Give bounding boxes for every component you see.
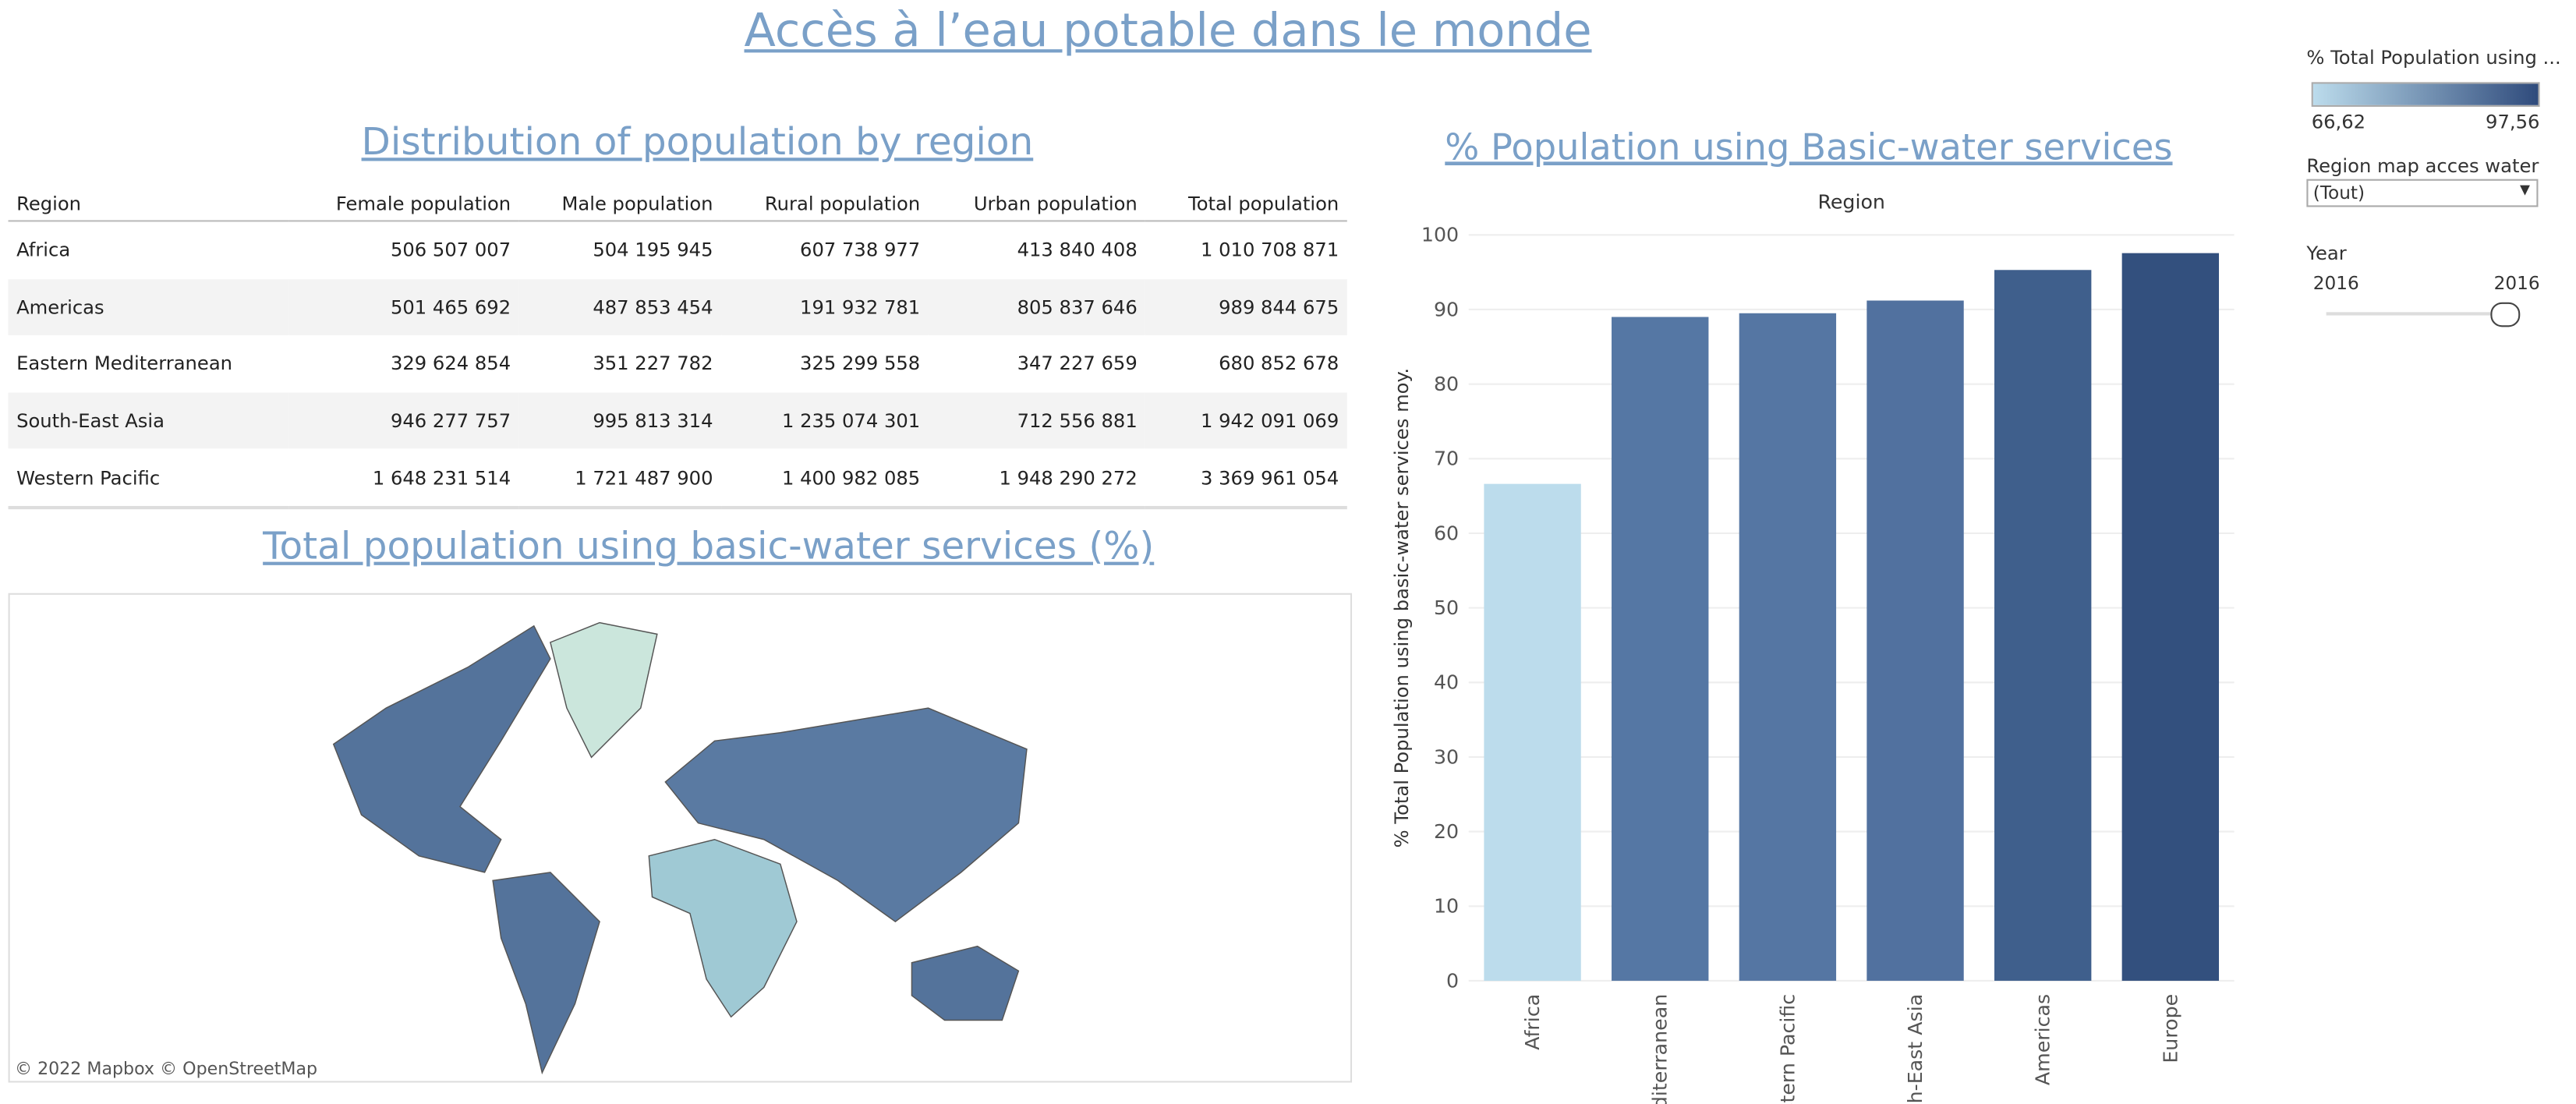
map-frame [8, 593, 1353, 1083]
table-cell: 1 235 074 301 [721, 392, 929, 450]
table-cell: 1 010 708 871 [1200, 239, 1339, 262]
legend-gradient [2311, 82, 2540, 107]
bar [1739, 313, 1837, 981]
y-tick-label: 90 [1434, 298, 1459, 320]
table-cell: 995 813 314 [518, 392, 722, 450]
table-cell: 946 277 757 [288, 392, 519, 450]
y-axis-title: % Total Population using basic-water ser… [1391, 368, 1413, 847]
table-cell: 504 195 945 [593, 239, 713, 262]
table-cell: 3 369 961 054 [1145, 449, 1347, 510]
bar-chart: % Population using Basic-water services R… [1391, 126, 2235, 1104]
table-cell: 607 738 977 [800, 239, 921, 262]
x-axis-title: Region [1817, 191, 1885, 214]
bar [1612, 317, 1709, 981]
table-cell: South-East Asia [8, 392, 288, 450]
y-tick-label: 30 [1434, 745, 1459, 768]
chart-title: % Population using Basic-water services [1445, 126, 2172, 168]
column-header: Region [8, 187, 288, 222]
table-row: Western Pacific 1 648 231 514 1 721 487 90… [8, 449, 1347, 510]
column-header: Female population [288, 187, 519, 222]
year-min: 2016 [2312, 272, 2359, 295]
y-tick-label: 60 [1434, 522, 1459, 544]
y-tick-label: 50 [1434, 596, 1459, 619]
y-tick-label: 10 [1434, 895, 1459, 918]
x-tick-label: South-East Asia [1904, 994, 1927, 1104]
y-tick-label: 0 [1446, 969, 1459, 992]
map-title: Total population using basic-water servi… [263, 525, 1155, 569]
bar [1484, 483, 1581, 981]
region-dropdown[interactable]: (Tout) ▼ [2306, 179, 2539, 207]
table-cell: 325 299 558 [800, 352, 921, 376]
oceania [911, 945, 1020, 1021]
x-tick-label: Americas [2032, 994, 2054, 1085]
x-tick-label: Western Pacific [1776, 994, 1799, 1104]
table-cell: Western Pacific [8, 449, 288, 510]
region-value: (Tout) [2312, 182, 2365, 204]
column-header: Urban population [928, 187, 1146, 222]
table-row: Africa 506 507 007 504 195 945 607 738 977 4… [9, 221, 1347, 278]
table: Region Female population Male population Ru… [8, 187, 1347, 510]
year-slider-track [2326, 312, 2518, 316]
table-row: Americas 501 465 692 487 853 454 191 932 78… [8, 278, 1347, 336]
table-cell: 1 648 231 514 [288, 449, 519, 510]
region-filter-label: Region map acces water [2306, 154, 2539, 178]
table-cell: 347 227 659 [1017, 352, 1138, 376]
dropdown-arrow: ▼ [2519, 182, 2530, 197]
south-america [492, 872, 600, 1075]
x-tick-label: Europe [2159, 994, 2181, 1063]
y-tick-label: 20 [1434, 820, 1459, 843]
legend-title: % Total Population using ... [2306, 45, 2561, 69]
x-tick-label: Eastern Mediterranean [1649, 994, 1672, 1104]
table-row: Eastern Mediterranean 329 624 854 351 227 … [9, 335, 1347, 392]
table-row: South-East Asia 946 277 757 995 813 314 1 2… [8, 392, 1347, 450]
column-header: Male population [518, 187, 722, 222]
table-cell: 501 465 692 [288, 278, 519, 336]
x-tick-label: Africa [1521, 994, 1544, 1050]
y-tick-label: 100 [1421, 224, 1459, 246]
y-tick-label: 40 [1434, 671, 1459, 694]
table-cell: 506 507 007 [390, 239, 511, 262]
column-header: Rural population [721, 187, 929, 222]
bar [1867, 300, 1964, 981]
north-america [332, 625, 551, 873]
table-cell: 712 556 881 [928, 392, 1146, 450]
legend-min: 66,62 [2311, 110, 2366, 133]
table-cell: 805 837 646 [928, 278, 1146, 336]
year-label: Year [2306, 241, 2347, 265]
year-slider-handle[interactable] [2490, 302, 2521, 327]
table-cell: Americas [8, 278, 288, 336]
africa [648, 838, 798, 1018]
map-land [332, 621, 1028, 1075]
table-cell: 487 853 454 [518, 278, 722, 336]
table-cell: 1 721 487 900 [518, 449, 722, 510]
table-cell: 351 227 782 [593, 352, 713, 376]
map-attribution: © 2022 Mapbox © OpenStreetMap [15, 1059, 317, 1079]
table-cell: Eastern Mediterranean [16, 352, 233, 376]
table-cell: 329 624 854 [390, 352, 511, 376]
table-cell: 680 852 678 [1219, 352, 1339, 376]
legend-max: 97,56 [2486, 110, 2540, 133]
table-title: Distribution of population by region [361, 121, 1034, 165]
table-cell: Africa [16, 239, 71, 262]
table-cell: 1 948 290 272 [928, 449, 1146, 510]
table-cell: 989 844 675 [1145, 278, 1347, 336]
header-row: Region Female population Male population Ru… [8, 187, 1347, 222]
bar [2121, 253, 2220, 981]
table-body: Africa 506 507 007 504 195 945 607 738 977 4… [8, 221, 1347, 510]
bar [1994, 270, 2092, 981]
page-title: Accès à l’eau potable dans le monde [744, 3, 1592, 58]
greenland [550, 621, 658, 759]
table-cell: 1 400 982 085 [721, 449, 929, 510]
eurasia [664, 707, 1028, 922]
year-max: 2016 [2493, 272, 2540, 295]
map: © 2022 Mapbox © OpenStreetMap [8, 593, 1353, 1083]
column-header: Total population [1145, 187, 1347, 222]
table-cell: 413 840 408 [1017, 239, 1138, 262]
table-cell: 1 942 091 069 [1145, 392, 1347, 450]
y-tick-label: 70 [1434, 448, 1459, 470]
y-tick-label: 80 [1434, 373, 1459, 395]
table-cell: 191 932 781 [721, 278, 929, 336]
